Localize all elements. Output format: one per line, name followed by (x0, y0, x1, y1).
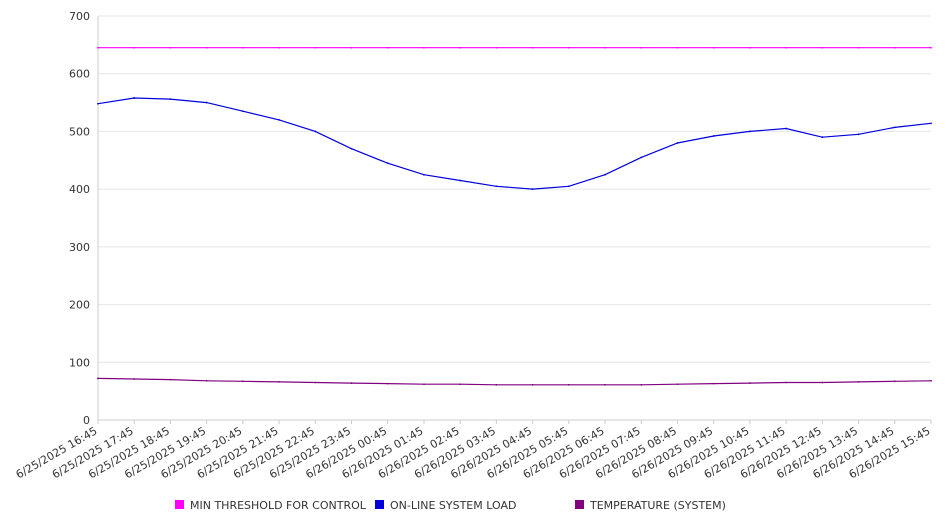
data-point-temperature-system (97, 377, 99, 380)
data-point-temperature-system (241, 380, 244, 383)
data-point-min-threshold-for-control (604, 46, 606, 49)
data-point-on-line-system-load (567, 185, 570, 188)
data-point-min-threshold-for-control (97, 46, 99, 49)
legend-swatch (175, 500, 184, 509)
data-point-on-line-system-load (169, 98, 172, 101)
data-point-temperature-system (314, 381, 317, 384)
data-point-temperature-system (785, 381, 788, 384)
data-point-temperature-system (531, 383, 534, 386)
data-point-temperature-system (133, 378, 136, 380)
y-tick-label: 300 (69, 241, 90, 254)
data-point-temperature-system (205, 379, 208, 382)
data-point-on-line-system-load (676, 142, 679, 144)
data-point-min-threshold-for-control (531, 46, 534, 49)
data-point-temperature-system (712, 382, 715, 385)
data-point-min-threshold-for-control (459, 46, 462, 49)
legend-swatch (375, 500, 384, 509)
x-axis-tick-labels: 6/25/2025 16:456/25/2025 17:456/25/2025 … (14, 424, 933, 481)
axes (97, 16, 932, 424)
y-tick-label: 0 (83, 414, 90, 427)
series-lines (97, 46, 932, 386)
data-point-on-line-system-load (893, 126, 896, 129)
legend-label: TEMPERATURE (SYSTEM) (589, 499, 726, 512)
data-point-temperature-system (930, 379, 932, 382)
data-point-temperature-system (495, 383, 498, 386)
data-point-min-threshold-for-control (712, 46, 715, 49)
legend-swatch (575, 500, 584, 509)
data-point-on-line-system-load (205, 101, 208, 104)
data-point-on-line-system-load (495, 185, 498, 188)
data-point-on-line-system-load (821, 136, 824, 139)
data-point-min-threshold-for-control (821, 46, 824, 49)
data-point-min-threshold-for-control (241, 46, 244, 49)
series-line-on-line-system-load (97, 97, 932, 190)
data-point-min-threshold-for-control (676, 46, 679, 49)
data-point-temperature-system (459, 383, 462, 386)
data-point-min-threshold-for-control (386, 46, 389, 49)
data-point-min-threshold-for-control (749, 46, 751, 49)
data-point-min-threshold-for-control (314, 46, 317, 49)
data-point-on-line-system-load (604, 173, 606, 176)
data-point-min-threshold-for-control (930, 46, 932, 49)
y-tick-label: 100 (69, 356, 90, 369)
data-point-on-line-system-load (459, 179, 462, 182)
data-point-on-line-system-load (386, 162, 389, 165)
y-tick-label: 700 (69, 10, 90, 23)
data-point-temperature-system (567, 383, 570, 386)
data-point-min-threshold-for-control (205, 46, 208, 49)
series-line-temperature-system (97, 377, 932, 386)
data-point-min-threshold-for-control (133, 46, 136, 49)
data-point-min-threshold-for-control (640, 46, 643, 49)
data-point-min-threshold-for-control (857, 46, 860, 49)
data-point-on-line-system-load (712, 135, 715, 137)
y-tick-label: 500 (69, 125, 90, 138)
data-point-temperature-system (749, 382, 751, 384)
data-point-temperature-system (893, 380, 896, 383)
legend-label: ON-LINE SYSTEM LOAD (390, 499, 516, 512)
data-point-temperature-system (423, 383, 425, 386)
legend: MIN THRESHOLD FOR CONTROL ON-LINE SYSTEM … (175, 499, 726, 512)
data-point-on-line-system-load (749, 130, 751, 133)
data-point-temperature-system (169, 378, 172, 381)
data-point-min-threshold-for-control (893, 46, 896, 49)
y-axis-tick-labels: 0 100 200 300 400 500 600 700 (69, 10, 90, 427)
data-point-temperature-system (386, 382, 389, 385)
data-point-temperature-system (604, 383, 606, 386)
data-point-min-threshold-for-control (567, 46, 570, 49)
data-point-on-line-system-load (350, 147, 353, 150)
y-tick-label: 400 (69, 183, 90, 196)
y-tick-label: 600 (69, 68, 90, 81)
data-point-min-threshold-for-control (278, 46, 280, 49)
data-point-on-line-system-load (785, 127, 788, 130)
data-point-min-threshold-for-control (785, 46, 788, 49)
data-point-on-line-system-load (133, 97, 136, 99)
data-point-temperature-system (350, 382, 353, 384)
data-point-min-threshold-for-control (423, 46, 425, 49)
data-point-on-line-system-load (423, 173, 425, 176)
data-point-on-line-system-load (97, 102, 99, 105)
data-point-on-line-system-load (930, 122, 932, 125)
data-point-temperature-system (278, 381, 280, 383)
data-point-min-threshold-for-control (169, 46, 172, 49)
data-point-on-line-system-load (241, 110, 244, 113)
legend-label: MIN THRESHOLD FOR CONTROL (190, 499, 367, 512)
data-point-on-line-system-load (278, 118, 280, 121)
data-point-on-line-system-load (857, 133, 860, 136)
data-point-temperature-system (857, 381, 860, 383)
data-point-on-line-system-load (314, 130, 317, 133)
data-point-on-line-system-load (531, 188, 534, 191)
data-point-temperature-system (640, 383, 643, 386)
data-point-on-line-system-load (640, 156, 643, 159)
data-point-min-threshold-for-control (350, 46, 353, 49)
data-point-temperature-system (676, 383, 679, 386)
data-point-min-threshold-for-control (495, 46, 498, 49)
y-tick-label: 200 (69, 299, 90, 312)
data-point-temperature-system (821, 381, 824, 384)
grid-lines (98, 15, 931, 421)
